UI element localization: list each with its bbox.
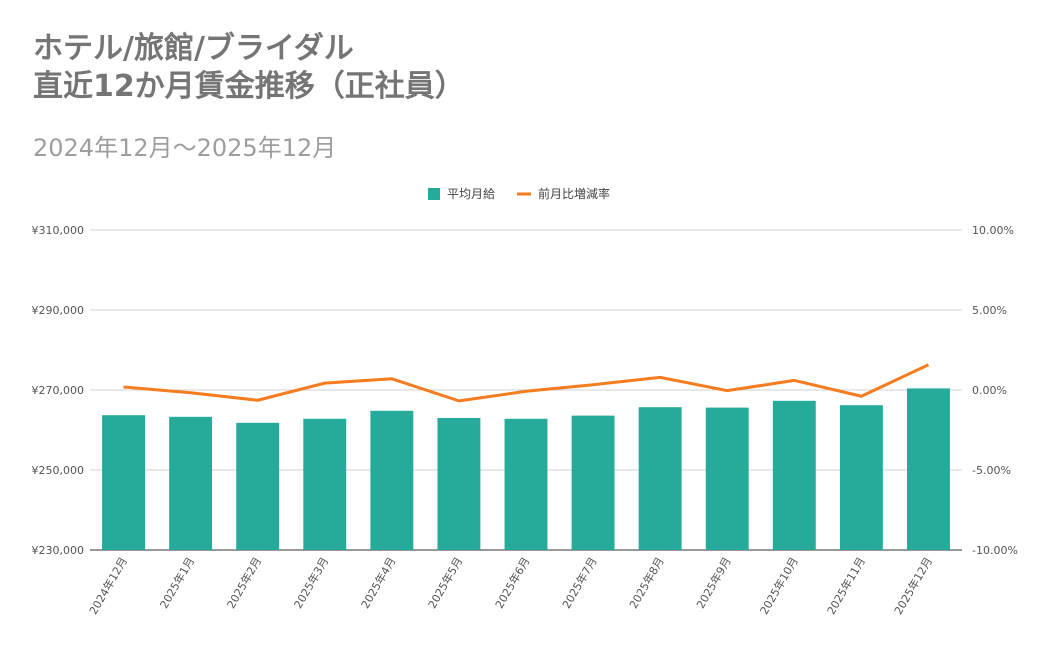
x-axis-tick-label: 2025年3月 — [291, 555, 332, 611]
x-axis-tick-label: 2025年2月 — [224, 555, 265, 611]
left-axis-tick-label: ¥230,000 — [32, 544, 85, 557]
x-axis: 2024年12月 2025年1月 2025年2月 2025年3月 2025年4月 2025… — [86, 555, 935, 617]
left-axis-tick-label: ¥250,000 — [32, 464, 85, 477]
bar — [772, 400, 816, 550]
bar — [839, 405, 883, 550]
x-axis-tick-label: 2024年12月 — [86, 555, 130, 617]
chart-title: ホテル/旅館/ブライダル 直近12か月賃金推移（正社員） — [33, 30, 465, 106]
bar-series — [102, 388, 950, 550]
legend-label-line: 前月比増減率 — [538, 186, 610, 201]
left-axis-tick-label: ¥270,000 — [32, 384, 85, 397]
x-axis-tick-label: 2025年7月 — [559, 555, 600, 611]
bar — [705, 407, 749, 550]
right-axis-tick-label: -10.00% — [972, 544, 1018, 557]
bar — [437, 418, 481, 550]
x-axis-tick-label: 2025年6月 — [492, 555, 533, 611]
bar — [906, 388, 950, 550]
right-axis-tick-label: 0.00% — [972, 384, 1007, 397]
left-axis-tick-label: ¥310,000 — [32, 224, 85, 237]
right-axis-tick-label: 10.00% — [972, 224, 1014, 237]
right-axis-tick-label: 5.00% — [972, 304, 1007, 317]
x-axis-tick-label: 2025年11月 — [824, 555, 868, 617]
bar — [571, 415, 615, 550]
bar — [370, 410, 414, 550]
x-axis-tick-label: 2025年9月 — [693, 555, 734, 611]
bar — [303, 418, 347, 550]
x-axis-tick-label: 2025年8月 — [626, 555, 667, 611]
legend: 平均月給 前月比増減率 — [428, 186, 610, 201]
bar — [169, 416, 213, 550]
chart-title-line-2: 直近12か月賃金推移（正社員） — [33, 69, 465, 104]
bar — [102, 415, 146, 550]
gridlines — [90, 229, 962, 551]
bar — [504, 418, 548, 550]
left-axis-tick-label: ¥290,000 — [32, 304, 85, 317]
line-series — [123, 363, 930, 403]
x-axis-tick-label: 2025年5月 — [425, 555, 466, 611]
left-axis: ¥230,000 ¥250,000 ¥270,000 ¥290,000 ¥310,000 — [32, 224, 85, 557]
x-axis-tick-label: 2025年4月 — [358, 555, 399, 611]
right-axis: -10.00% -5.00% 0.00% 5.00% 10.00% — [972, 224, 1018, 557]
line-path — [123, 363, 930, 403]
x-axis-tick-label: 2025年1月 — [157, 555, 198, 611]
x-axis-tick-label: 2025年12月 — [891, 555, 935, 617]
chart-title-line-1: ホテル/旅館/ブライダル — [33, 31, 354, 66]
legend-swatch-bar — [428, 188, 440, 200]
bar — [638, 407, 682, 550]
x-axis-tick-label: 2025年10月 — [757, 555, 801, 617]
right-axis-tick-label: -5.00% — [972, 464, 1011, 477]
bar — [236, 422, 280, 550]
chart-subtitle: 2024年12月～2025年12月 — [33, 134, 337, 162]
legend-label-bar: 平均月給 — [447, 187, 495, 201]
